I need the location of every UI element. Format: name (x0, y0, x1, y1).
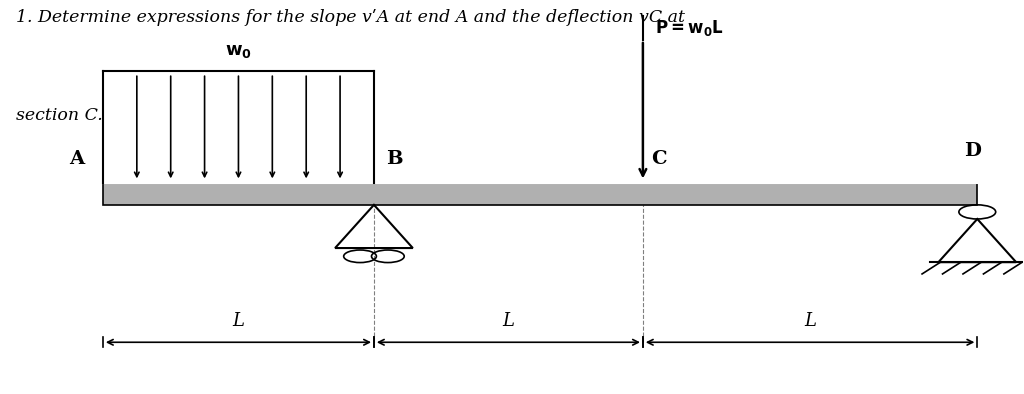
Text: C: C (651, 150, 667, 167)
Bar (103, 183, 977, 205)
Text: D: D (964, 142, 981, 160)
Text: $\mathbf{P=w_0L}$: $\mathbf{P=w_0L}$ (655, 19, 724, 38)
Text: section C.: section C. (16, 107, 102, 124)
Text: L: L (804, 312, 816, 331)
Text: L: L (232, 312, 245, 331)
Text: 1. Determine expressions for the slope vʹA at end A and the deflection vC at: 1. Determine expressions for the slope v… (16, 9, 685, 26)
Text: B: B (386, 150, 402, 167)
Text: L: L (503, 312, 514, 331)
Text: $\mathbf{w_0}$: $\mathbf{w_0}$ (225, 42, 252, 59)
Text: A: A (70, 150, 85, 167)
